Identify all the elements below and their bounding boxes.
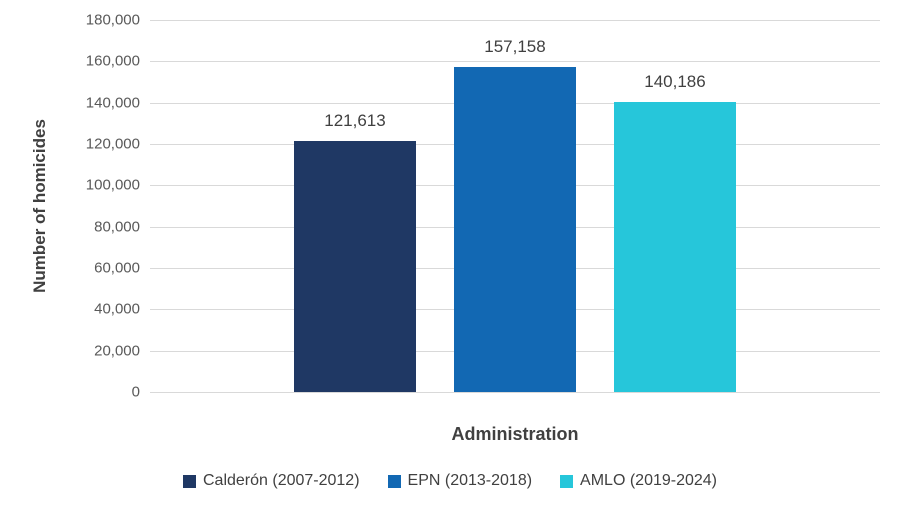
x-axis-title: Administration [451,424,579,444]
legend-label: AMLO (2019-2024) [580,472,718,489]
y-tick-label: 120,000 [85,135,140,153]
y-tick-label: 180,000 [85,11,140,29]
bar-3: 140,186 [614,72,736,392]
legend-item: EPN (2013-2018) [387,472,533,490]
plot-area: 121,613 157,158 140,186 [150,20,880,393]
y-tick-label: 160,000 [85,52,140,70]
bar-1: 121,613 [294,111,416,392]
y-tick-label: 60,000 [94,259,140,277]
gridline [150,392,880,393]
legend-label: Calderón (2007-2012) [202,472,360,489]
legend-swatch-icon [387,474,401,488]
y-tick-label: 80,000 [94,218,140,236]
bars-group: 121,613 157,158 140,186 [150,20,880,392]
y-tick-label: 140,000 [85,94,140,112]
legend-item: AMLO (2019-2024) [560,472,717,490]
y-axis-title: Number of homicides [30,119,49,293]
legend: Calderón (2007-2012) EPN (2013-2018) AMLO … [0,472,900,490]
legend-swatch-icon [560,474,574,488]
y-tick-label: 0 [131,383,140,401]
legend-swatch-icon [182,474,196,488]
y-tick-label: 100,000 [85,176,140,194]
legend-item: Calderón (2007-2012) [182,472,360,490]
bar-2: 157,158 [454,37,576,392]
bar-value-label: 121,613 [324,110,386,130]
bar-value-label: 140,186 [644,72,706,92]
gridline [150,61,880,63]
y-tick-label: 40,000 [94,300,140,318]
gridline [150,20,880,21]
bar-value-label: 157,158 [484,37,546,57]
y-tick-label: 20,000 [94,342,140,360]
legend-label: EPN (2013-2018) [407,472,533,489]
